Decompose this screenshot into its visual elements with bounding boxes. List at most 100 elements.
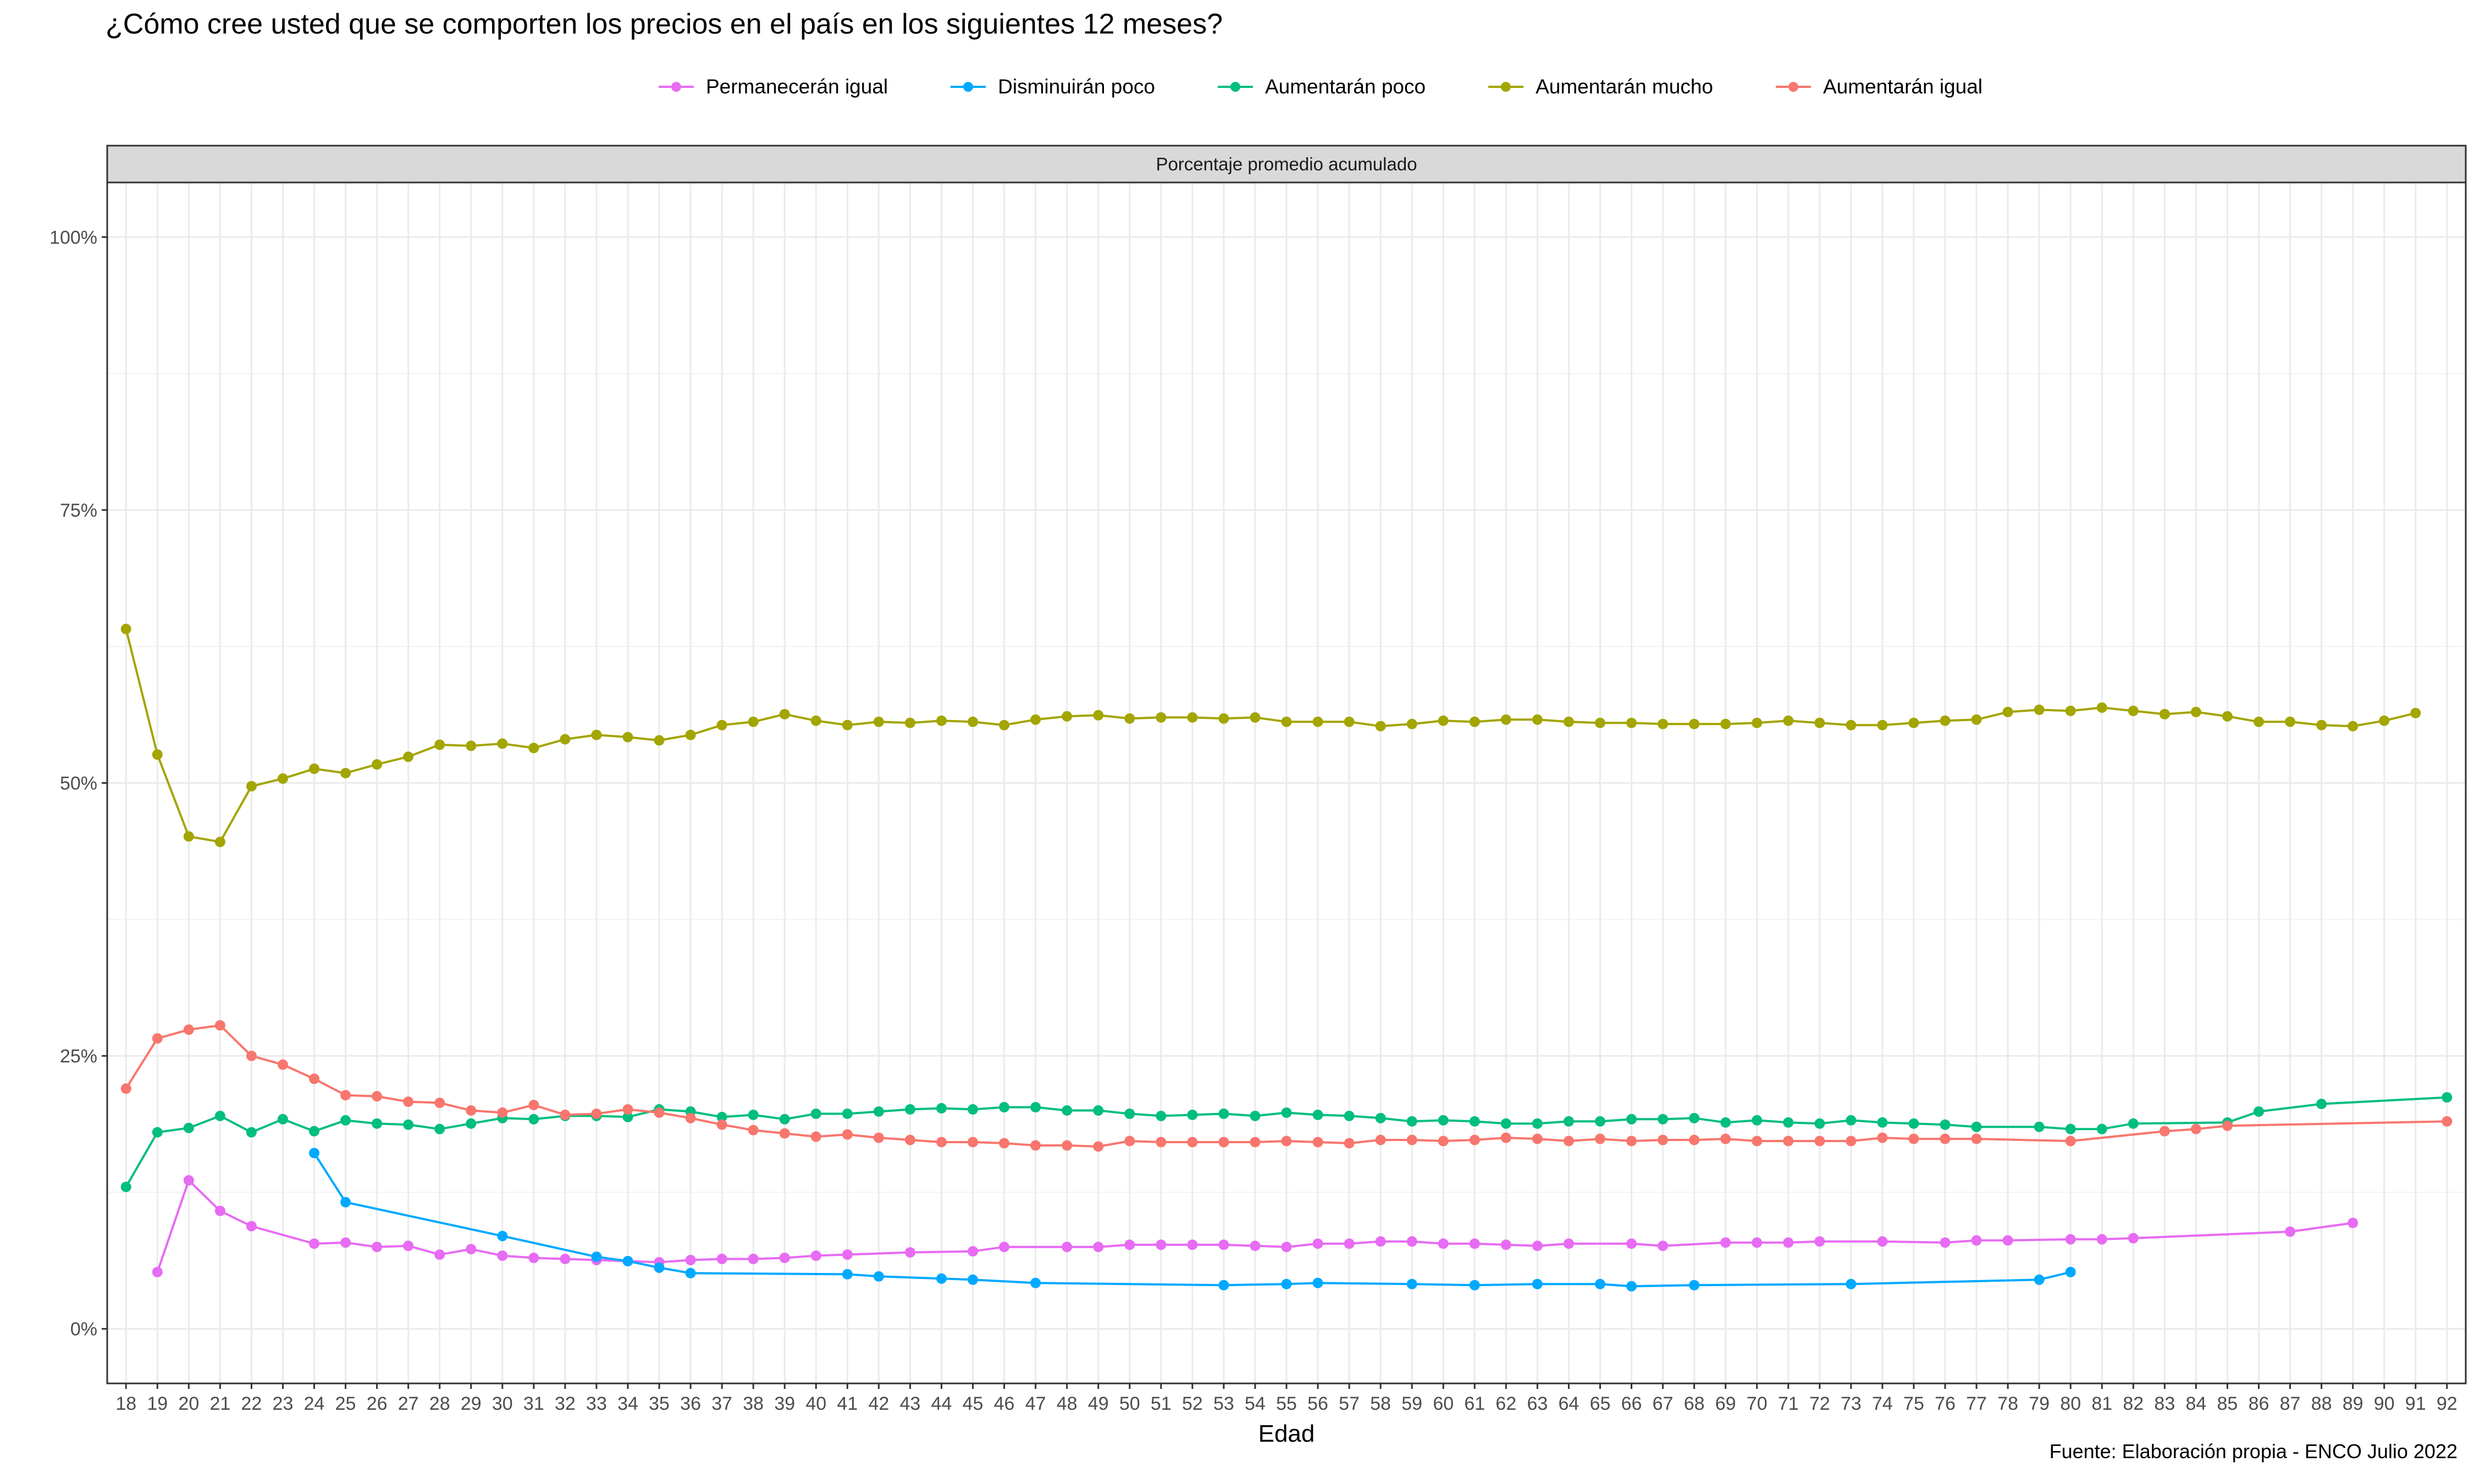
data-point — [1156, 712, 1167, 723]
data-point — [340, 768, 351, 779]
data-point — [183, 1024, 194, 1035]
data-point — [1689, 718, 1700, 729]
data-point — [1658, 1114, 1669, 1125]
data-point — [748, 1109, 759, 1120]
x-tick-label: 29 — [461, 1393, 482, 1414]
data-point — [1720, 1237, 1731, 1248]
data-point — [810, 1250, 821, 1261]
x-tick-label: 80 — [2060, 1393, 2081, 1414]
data-point — [1846, 1136, 1857, 1147]
facet-strip — [106, 145, 2467, 184]
data-point — [1124, 1239, 1135, 1250]
x-tick-label: 40 — [805, 1393, 826, 1414]
series-line — [313, 1152, 2071, 1288]
x-tick-label: 92 — [2437, 1393, 2458, 1414]
data-point — [1375, 1236, 1386, 1247]
x-tick-label: 34 — [617, 1393, 638, 1414]
data-point — [528, 1253, 539, 1264]
data-point — [1720, 1133, 1731, 1144]
data-point — [2285, 1226, 2296, 1237]
x-tick-label: 74 — [1872, 1393, 1893, 1414]
legend-item: Aumentarán poco — [1216, 75, 1426, 98]
data-point — [214, 1205, 225, 1216]
data-point — [1030, 714, 1041, 725]
data-point — [1658, 1134, 1669, 1145]
data-point — [1030, 1277, 1041, 1288]
data-point — [1438, 1136, 1449, 1147]
data-point — [1218, 1280, 1229, 1291]
x-tick-label: 65 — [1590, 1393, 1611, 1414]
x-tick-label: 87 — [2280, 1393, 2301, 1414]
data-point — [560, 1254, 571, 1265]
x-tick-label: 19 — [147, 1393, 168, 1414]
axes: 0% 25% 50% 75% 100% 18 19 20 21 22 23 24 25 26 27 28 29 3… — [49, 227, 2458, 1414]
data-point — [1783, 715, 1794, 726]
data-point — [936, 1137, 947, 1148]
data-point — [1689, 1280, 1700, 1291]
data-point — [2096, 702, 2107, 713]
data-point — [528, 1099, 539, 1110]
data-point — [1846, 719, 1857, 730]
data-point — [1626, 717, 1637, 728]
data-point — [1469, 1134, 1480, 1145]
data-point — [1344, 716, 1355, 727]
data-point — [1971, 1133, 1982, 1144]
data-point — [1062, 711, 1073, 722]
data-point — [1312, 716, 1323, 727]
data-point — [2034, 1274, 2045, 1285]
data-point — [1940, 1119, 1951, 1130]
data-point — [2002, 1235, 2013, 1246]
data-point — [466, 1105, 477, 1116]
data-point — [1124, 713, 1135, 724]
data-point — [685, 1255, 696, 1266]
x-tick-label: 63 — [1527, 1393, 1548, 1414]
data-point — [340, 1237, 351, 1248]
data-point — [1626, 1136, 1637, 1147]
data-point — [1500, 1118, 1511, 1129]
data-point — [654, 1262, 665, 1273]
data-point — [1187, 1137, 1198, 1148]
data-point — [1093, 1242, 1104, 1253]
data-point — [1877, 1132, 1888, 1143]
x-tick-label: 70 — [1747, 1393, 1768, 1414]
data-point — [309, 1238, 320, 1249]
x-tick-label: 79 — [2029, 1393, 2050, 1414]
data-point — [936, 715, 947, 726]
data-point — [968, 1274, 979, 1285]
data-point — [2096, 1123, 2107, 1134]
x-tick-label: 32 — [555, 1393, 576, 1414]
data-point — [1187, 1109, 1198, 1120]
data-point — [1281, 1278, 1292, 1289]
chart-title: ¿Cómo cree usted que se comporten los pr… — [106, 8, 1223, 40]
data-point — [1093, 1105, 1104, 1116]
x-tick-label: 42 — [868, 1393, 889, 1414]
data-point — [120, 1181, 131, 1192]
x-tick-label: 18 — [115, 1393, 136, 1414]
data-point — [183, 1122, 194, 1133]
data-point — [654, 735, 665, 746]
data-point — [277, 773, 288, 784]
data-point — [968, 1104, 979, 1115]
data-point — [1971, 1235, 1982, 1246]
x-tick-label: 36 — [680, 1393, 701, 1414]
data-point — [716, 719, 727, 730]
data-point — [1281, 716, 1292, 727]
data-point — [1406, 1278, 1417, 1289]
data-point — [999, 1242, 1010, 1253]
x-tick-label: 84 — [2185, 1393, 2206, 1414]
data-point — [1814, 1136, 1825, 1147]
data-point — [1124, 1108, 1135, 1119]
data-point — [1438, 715, 1449, 726]
x-tick-label: 62 — [1495, 1393, 1516, 1414]
data-point — [1877, 1236, 1888, 1247]
data-point — [2065, 705, 2076, 716]
data-point — [340, 1090, 351, 1101]
data-point — [152, 749, 163, 760]
data-point — [1469, 716, 1480, 727]
data-point — [999, 719, 1010, 730]
data-point — [1532, 1133, 1543, 1144]
legend-label: Disminuirán poco — [998, 75, 1155, 98]
data-point — [497, 738, 508, 749]
data-point — [152, 1127, 163, 1138]
legend-item: Aumentarán mucho — [1486, 75, 1713, 98]
